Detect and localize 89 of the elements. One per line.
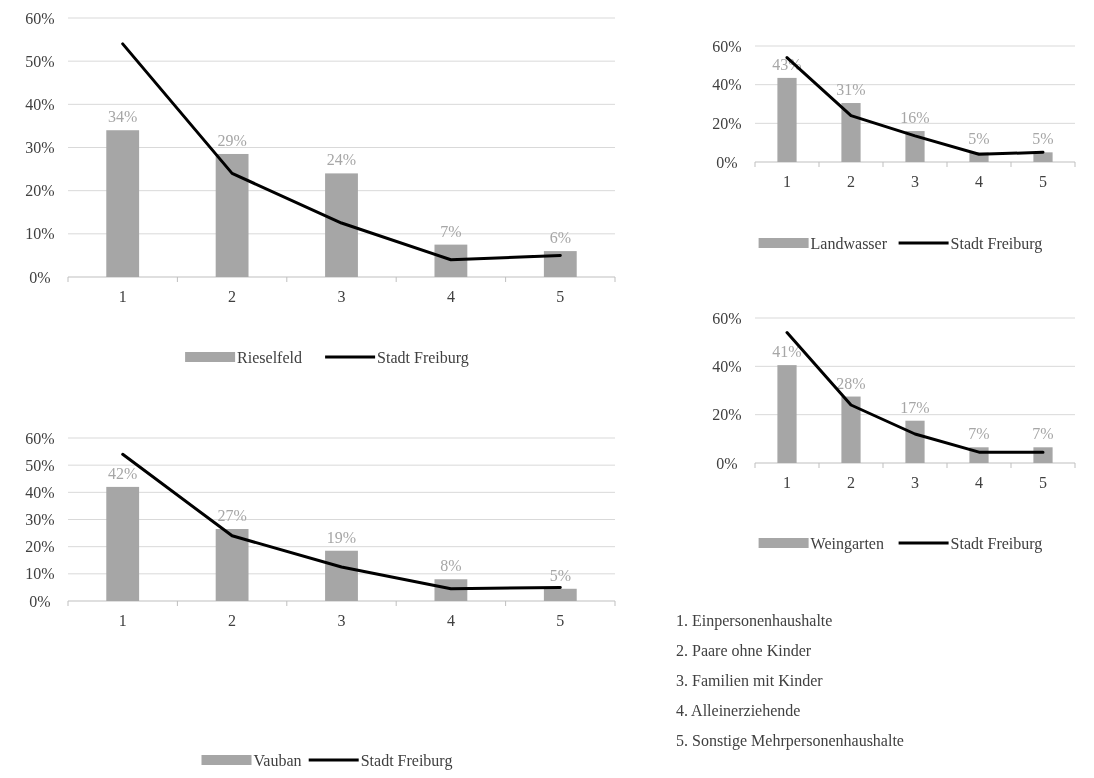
y-tick-label: 30% (25, 511, 55, 529)
bar (1033, 447, 1053, 463)
y-tick-label: 20% (25, 538, 55, 556)
y-tick-label: 40% (25, 483, 55, 501)
y-tick-label: 60% (712, 309, 742, 327)
bar (543, 251, 577, 277)
data-label: 42% (108, 464, 138, 482)
x-tick-label: 2 (847, 474, 855, 491)
y-tick-label: 60% (25, 429, 55, 447)
x-tick-label: 3 (911, 474, 919, 491)
y-tick-label: 20% (712, 114, 742, 132)
y-tick-label: 0% (29, 592, 51, 610)
y-tick-label: 40% (25, 95, 55, 113)
bar (777, 77, 797, 162)
data-label: 6% (549, 229, 571, 247)
data-label: 29% (217, 131, 247, 149)
legend-label: Stadt Freiburg (377, 348, 469, 367)
bar (841, 396, 861, 463)
data-label: 7% (1032, 425, 1054, 443)
text: 3. Familien mit Kinder (676, 671, 824, 689)
x-tick-label: 4 (975, 474, 983, 491)
y-tick-label: 10% (25, 225, 55, 243)
data-label: 24% (326, 151, 357, 169)
bar (841, 103, 861, 162)
x-tick-label: 1 (783, 474, 791, 491)
x-tick-label: 2 (228, 288, 237, 305)
y-tick-label: 60% (712, 37, 742, 55)
y-tick-label: 40% (712, 357, 742, 375)
x-tick-label: 1 (118, 288, 127, 305)
y-tick-label: 0% (716, 153, 738, 171)
x-tick-label: 1 (118, 612, 127, 629)
data-label: 7% (440, 222, 462, 240)
bar (106, 130, 140, 277)
text: 5. Sonstige Mehrpersonenhaushalte (676, 731, 904, 750)
x-tick-label: 2 (228, 612, 237, 629)
bar (777, 365, 797, 463)
y-tick-label: 20% (712, 406, 742, 424)
data-label: 19% (326, 528, 357, 546)
data-label: 17% (900, 398, 930, 416)
y-tick-label: 30% (25, 139, 55, 157)
bar (106, 486, 140, 601)
data-label: 5% (1032, 130, 1054, 148)
x-tick-label: 5 (1039, 474, 1047, 491)
x-tick-label: 4 (446, 288, 455, 305)
bar (325, 550, 358, 601)
y-tick-label: 50% (25, 52, 55, 70)
legend-label: Stadt Freiburg (360, 751, 453, 770)
x-tick-label: 2 (847, 173, 855, 190)
bar (543, 588, 577, 601)
x-tick-label: 5 (556, 288, 565, 305)
data-label: 28% (836, 374, 866, 392)
y-tick-label: 0% (716, 454, 738, 472)
x-tick-label: 3 (337, 612, 346, 629)
bar (905, 420, 925, 463)
y-tick-label: 0% (29, 268, 51, 286)
legend-label: Rieselfeld (237, 348, 302, 366)
data-label: 27% (217, 507, 247, 525)
x-tick-label: 3 (337, 288, 346, 305)
bar (434, 244, 468, 277)
data-label: 31% (836, 81, 866, 99)
x-tick-label: 1 (783, 173, 791, 190)
x-tick-label: 5 (556, 612, 565, 629)
y-tick-label: 40% (712, 76, 742, 94)
data-label: 5% (968, 130, 990, 148)
legend-label: Vauban (253, 751, 302, 769)
y-tick-label: 10% (25, 565, 55, 583)
data-label: 7% (968, 425, 990, 443)
bar (215, 153, 249, 277)
x-tick-label: 4 (975, 173, 983, 190)
text: 4. Alleinerziehende (676, 701, 801, 719)
bar (325, 173, 358, 277)
x-tick-label: 3 (911, 173, 919, 190)
legend-label: Landwasser (810, 234, 888, 252)
y-tick-label: 60% (25, 9, 55, 27)
data-label: 34% (108, 108, 138, 126)
x-tick-label: 4 (446, 612, 455, 629)
data-label: 5% (549, 566, 571, 584)
legend-label: Stadt Freiburg (950, 234, 1043, 253)
data-label: 41% (772, 343, 802, 361)
text: 1. Einpersonenhaushalte (676, 611, 833, 630)
legend-label: Weingarten (810, 534, 884, 553)
data-label: 16% (900, 109, 930, 127)
data-label: 8% (440, 557, 462, 575)
y-tick-label: 20% (25, 182, 55, 200)
legend-label: Stadt Freiburg (950, 534, 1043, 553)
x-tick-label: 5 (1039, 173, 1047, 190)
y-tick-label: 50% (25, 456, 55, 474)
bar (215, 529, 249, 601)
text: 2. Paare ohne Kinder (676, 641, 812, 659)
